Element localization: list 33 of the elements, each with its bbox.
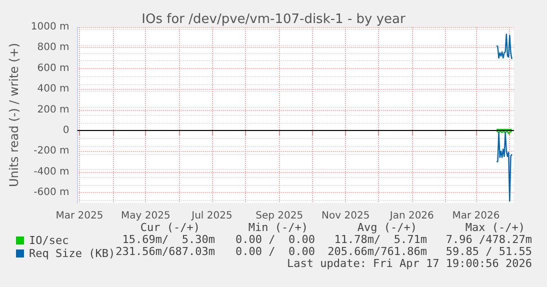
y-tick-label: -400 m <box>34 166 70 178</box>
y-tick-label: 400 m <box>37 84 70 95</box>
x-tick-label: Jan 2026 <box>388 210 434 222</box>
y-tick-label: 800 m <box>37 42 70 54</box>
text: 11.78m/ 5.71m <box>334 233 428 246</box>
y-tick-label: 1000 m <box>30 22 70 32</box>
text: Last update: Fri Apr 17 19:00:56 2026 <box>286 257 532 270</box>
legend-label: Req Size (KB) <box>29 247 116 260</box>
text: Max (-/+) <box>465 221 526 234</box>
y-tick-label: 0 <box>62 125 70 136</box>
y-tick-label: -200 m <box>34 146 70 157</box>
text: Min (-/+) <box>248 221 308 234</box>
text: Cur (-/+) <box>140 221 200 234</box>
legend-label: IO/sec <box>29 234 69 247</box>
x-tick-label: Jul 2025 <box>190 210 232 222</box>
x-tick-label: Nov 2025 <box>322 210 370 222</box>
chart-title: IOs for /dev/pve/vm-107-disk-1 - by year <box>142 12 406 27</box>
text: 0.00 / 0.00 <box>236 245 316 258</box>
text: 205.66m/761.86m <box>328 245 428 258</box>
text: Avg (-/+) <box>357 221 418 234</box>
x-tick-label: Sep 2025 <box>256 210 304 222</box>
y-tick-label: 200 m <box>37 104 70 116</box>
text: 59.85 / 51.55 <box>446 245 532 258</box>
text: 15.69m/ 5.30m <box>122 233 216 246</box>
y-axis-title: Units read (-) / write (+) <box>7 42 21 188</box>
text: 0.00 / 0.00 <box>236 233 316 246</box>
x-tick-label: May 2025 <box>121 210 170 222</box>
x-tick-label: Mar 2025 <box>56 210 104 222</box>
text: 7.96 /478.27m <box>446 233 532 246</box>
y-tick-label: -600 m <box>34 187 70 198</box>
x-tick-label: Mar 2026 <box>452 210 500 222</box>
y-tick-label: 600 m <box>37 62 70 74</box>
text: 231.56m/687.03m <box>116 245 216 258</box>
